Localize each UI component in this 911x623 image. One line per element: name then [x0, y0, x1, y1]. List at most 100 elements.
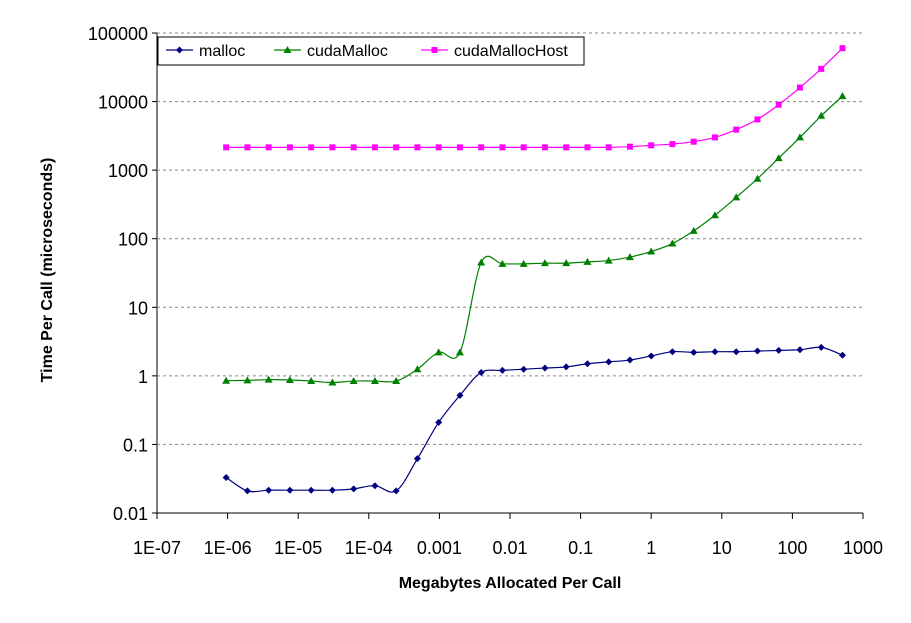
series-malloc-marker — [690, 348, 698, 356]
series-malloc-marker — [583, 360, 591, 368]
series-malloc-line — [225, 346, 843, 493]
x-tick-labels: 1E-07 1E-06 1E-05 1E-04 0.001 0.01 0.1 1 10 100 10… — [133, 538, 883, 558]
series-malloc-marker — [350, 485, 358, 493]
series-cudamallochost-marker — [541, 144, 548, 151]
y-tick-label: 100000 — [88, 24, 148, 44]
x-tick-label: 100 — [777, 538, 807, 558]
series-cudamallochost-marker — [393, 144, 400, 151]
x-tick-label: 1000 — [843, 538, 883, 558]
series-cudamalloc-marker — [434, 348, 443, 356]
series-cudamalloc-marker — [328, 378, 337, 386]
series-cudamallochost-marker — [754, 116, 761, 123]
legend-label: cudaMalloc — [307, 43, 388, 60]
series-cudamallochost-marker — [371, 144, 378, 151]
series-malloc-marker — [626, 356, 634, 364]
series-cudamallochost-marker — [626, 143, 633, 150]
series-cudamallochost-marker — [329, 144, 336, 151]
series-malloc-marker — [371, 482, 379, 490]
x-tick-label: 0.001 — [417, 538, 462, 558]
series-malloc-marker — [286, 486, 294, 494]
series-cudamallochost-marker — [839, 45, 846, 52]
series-layer — [222, 45, 847, 495]
series-malloc-marker — [435, 418, 443, 426]
series-malloc — [222, 343, 846, 495]
legend-item-malloc: malloc — [166, 43, 245, 60]
series-malloc-marker — [222, 473, 230, 481]
series-cudamalloc-marker — [349, 377, 358, 385]
y-tick-label: 10 — [128, 298, 148, 318]
series-cudamalloc-marker — [307, 377, 316, 385]
series-malloc-marker — [413, 455, 421, 463]
series-cudamalloc-marker — [795, 133, 804, 141]
x-tick-label: 1E-04 — [345, 538, 393, 558]
legend-marker — [176, 46, 183, 54]
series-malloc-marker — [668, 348, 676, 356]
series-malloc-marker — [732, 348, 740, 356]
x-axis-label: Megabytes Allocated Per Call — [399, 575, 622, 592]
axis-ticks — [152, 32, 864, 519]
y-tick-label: 1 — [138, 367, 148, 387]
series-cudamalloc-marker — [732, 193, 741, 201]
series-cudamallochost-marker — [286, 144, 293, 151]
series-cudamallochost-marker — [690, 138, 697, 145]
series-malloc-marker — [307, 486, 315, 494]
x-tick-label: 1E-06 — [204, 538, 252, 558]
legend-marker — [283, 46, 292, 53]
series-cudamallochost-marker — [605, 144, 612, 151]
legend-item-cudamalloc: cudaMalloc — [274, 43, 388, 60]
legend: malloc cudaMalloc cudaMallocHost — [157, 36, 585, 66]
series-cudamalloc-marker — [583, 257, 592, 265]
series-cudamallochost-marker — [775, 101, 782, 108]
series-cudamalloc-marker — [562, 259, 571, 267]
series-cudamalloc-marker — [625, 253, 634, 261]
series-cudamalloc-marker — [370, 377, 379, 385]
series-cudamallochost-marker — [669, 141, 676, 148]
series-cudamalloc-marker — [455, 348, 464, 356]
series-malloc-marker — [711, 348, 719, 356]
series-cudamallochost-marker — [350, 144, 357, 151]
series-cudamalloc-marker — [285, 376, 294, 384]
y-tick-label: 1000 — [108, 161, 148, 181]
series-malloc-marker — [392, 487, 400, 495]
series-malloc-marker — [328, 486, 336, 494]
series-malloc-marker — [775, 346, 783, 354]
legend-box — [157, 36, 585, 66]
series-cudamalloc — [222, 92, 847, 386]
series-cudamallochost-marker — [244, 144, 251, 151]
series-malloc-marker — [456, 391, 464, 399]
series-cudamalloc-marker — [604, 256, 613, 264]
series-cudamalloc-marker — [647, 247, 656, 255]
series-cudamallochost-marker — [796, 84, 803, 91]
series-cudamallochost-marker — [584, 144, 591, 151]
gridlines — [157, 32, 863, 445]
x-tick-label: 10 — [712, 538, 732, 558]
legend-label: cudaMallocHost — [454, 43, 568, 60]
series-malloc-marker — [243, 487, 251, 495]
series-cudamallochost-marker — [520, 144, 527, 151]
series-cudamalloc-marker — [689, 226, 698, 234]
series-malloc-marker — [838, 351, 846, 359]
series-cudamallochost-marker — [265, 144, 272, 151]
series-cudamallochost-marker — [818, 65, 825, 72]
series-cudamalloc-marker — [668, 239, 677, 247]
x-tick-label: 0.01 — [492, 538, 527, 558]
series-cudamallochost-marker — [711, 134, 718, 141]
plot-area — [152, 32, 864, 519]
series-cudamallochost-marker — [414, 144, 421, 151]
series-cudamallochost-marker — [733, 126, 740, 133]
series-malloc-marker — [753, 347, 761, 355]
series-cudamalloc-marker — [519, 259, 528, 267]
series-malloc-marker — [817, 343, 825, 351]
series-malloc-marker — [541, 364, 549, 372]
series-malloc-marker — [498, 366, 506, 374]
series-cudamallochost-marker — [499, 144, 506, 151]
series-malloc-marker — [647, 352, 655, 360]
series-cudamallochost-marker — [223, 144, 230, 151]
series-cudamallochost-marker — [435, 144, 442, 151]
series-cudamalloc-marker — [540, 259, 549, 267]
series-cudamalloc-marker — [264, 375, 273, 383]
series-malloc-marker — [562, 363, 570, 371]
x-tick-label: 1 — [646, 538, 656, 558]
series-cudamallochost-marker — [308, 144, 315, 151]
